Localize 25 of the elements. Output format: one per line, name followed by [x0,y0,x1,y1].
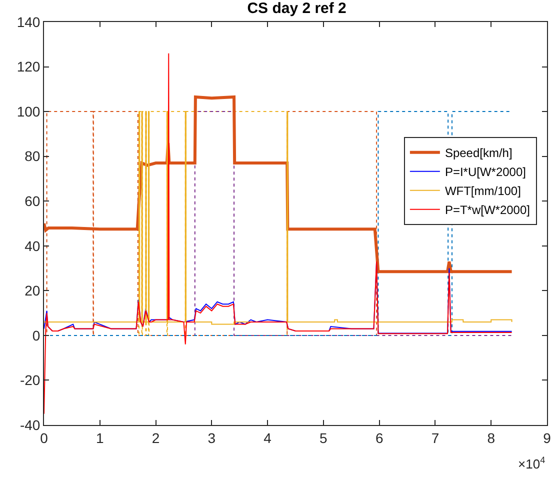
x-tick-label: 6 [375,430,384,446]
y-tick-label: 60 [24,193,40,210]
legend-label: P=T*w[W*2000] [444,203,530,218]
x-tick-label: 2 [152,430,160,446]
x-tick-label: 5 [320,430,328,446]
x-tick-label: 8 [487,430,496,446]
y-tick-label: 0 [32,327,40,344]
y-tick-label: 120 [16,58,40,75]
y-tick-label: 20 [24,282,40,299]
x-tick-label: 7 [431,430,440,446]
x-tick-label: 3 [208,430,216,446]
chart-title: CS day 2 ref 2 [247,0,346,17]
legend-label: Speed[km/h] [444,146,512,160]
y-tick-label: -40 [20,416,40,433]
text: ×10$^{4}$ [518,455,546,472]
y-tick-label: 40 [24,238,40,254]
x-tick-label: 4 [264,430,272,446]
y-tick-label: -20 [20,372,40,388]
x-tick-label: 9 [543,430,552,446]
x-tick-label: 1 [96,430,104,446]
y-tick-label: 80 [24,148,40,164]
legend-label: WFT[mm/100] [444,184,521,198]
legend-label: P=I*U[W*2000] [444,165,526,180]
y-tick-label: 140 [16,14,40,30]
y-tick-label: 100 [16,103,40,120]
